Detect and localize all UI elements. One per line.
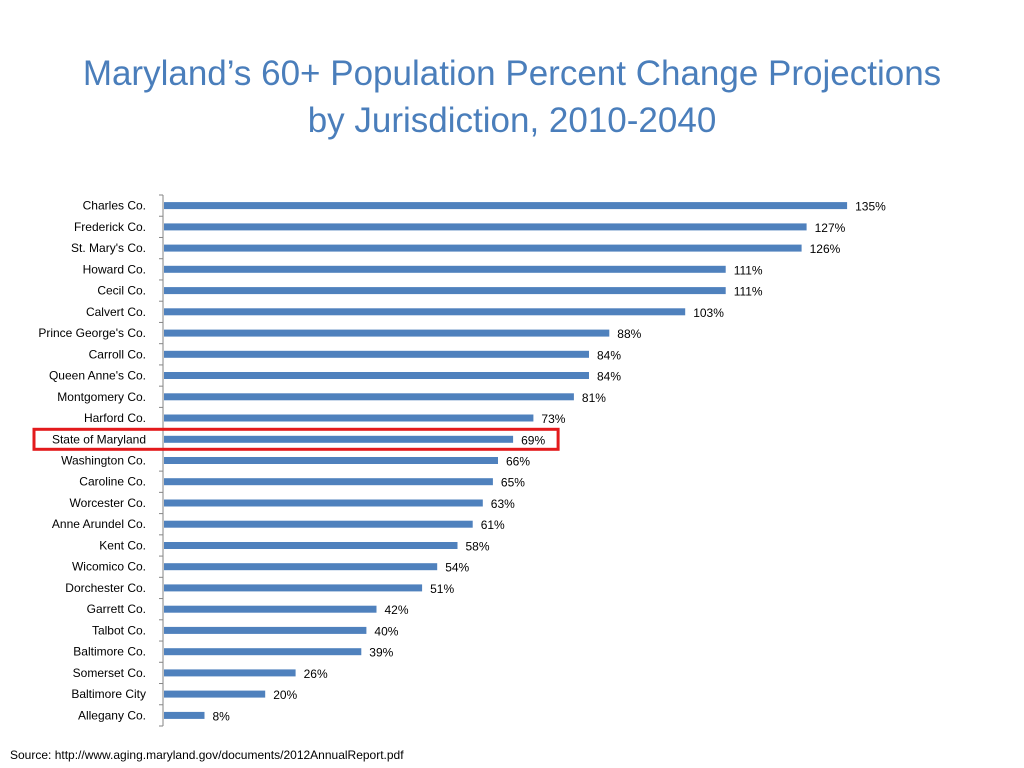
data-label: 81%: [582, 391, 606, 405]
category-label: Cecil Co.: [97, 284, 146, 298]
bar: [164, 372, 589, 379]
data-label: 61%: [481, 518, 505, 532]
data-label: 69%: [521, 433, 545, 447]
bar: [164, 669, 296, 677]
category-label: Worcester Co.: [70, 496, 146, 510]
category-label: Baltimore Co.: [73, 645, 146, 659]
bar: [164, 223, 807, 231]
bar: [164, 563, 438, 571]
data-label: 135%: [855, 200, 886, 214]
category-label: Caroline Co.: [79, 475, 146, 489]
category-label: Washington Co.: [61, 454, 146, 468]
data-label: 20%: [273, 688, 297, 702]
data-label: 65%: [501, 476, 525, 490]
category-label: Baltimore City: [71, 687, 146, 701]
chart-title-line-2: by Jurisdiction, 2010-2040: [307, 101, 717, 140]
bar: [164, 542, 458, 549]
data-label: 111%: [734, 263, 763, 277]
data-label: 51%: [430, 582, 454, 596]
data-label: 39%: [369, 646, 393, 660]
data-label: 58%: [466, 540, 490, 554]
data-label: 40%: [374, 624, 398, 638]
data-label: 63%: [491, 497, 515, 511]
bar: [164, 265, 726, 273]
category-label: St. Mary's Co.: [71, 241, 146, 255]
data-label: 42%: [385, 603, 409, 617]
data-label: 127%: [815, 221, 846, 235]
bar: [164, 690, 266, 698]
bar: [164, 350, 589, 358]
category-label: Harford Co.: [84, 411, 146, 425]
bar: [164, 244, 802, 252]
category-label: Charles Co.: [83, 199, 146, 213]
bar: [164, 287, 726, 295]
category-label: Frederick Co.: [74, 220, 146, 234]
category-label: Calvert Co.: [86, 305, 146, 319]
category-label: Somerset Co.: [73, 666, 146, 680]
bar: [164, 626, 367, 634]
bar: [164, 605, 377, 613]
category-label: Dorchester Co.: [65, 581, 146, 595]
category-label: Queen Anne's Co.: [49, 369, 146, 383]
category-label: Prince George's Co.: [38, 326, 146, 340]
category-label: Montgomery Co.: [57, 390, 146, 404]
bar: [164, 499, 483, 507]
bar: [164, 648, 362, 656]
bar: [164, 478, 493, 486]
data-label: 26%: [304, 667, 328, 681]
category-label: Kent Co.: [99, 539, 146, 553]
bar: [164, 414, 534, 422]
category-label: Garrett Co.: [87, 602, 146, 616]
category-label: Allegany Co.: [78, 708, 146, 722]
bar: [164, 393, 574, 401]
data-label: 84%: [597, 370, 621, 384]
category-label: Wicomico Co.: [72, 560, 146, 574]
bar: [164, 520, 473, 528]
bar: [164, 711, 205, 719]
bar: [164, 202, 848, 210]
source-citation: Source: http://www.aging.maryland.gov/do…: [10, 748, 404, 762]
bar: [164, 329, 610, 337]
data-label: 66%: [506, 455, 530, 469]
category-label: Anne Arundel Co.: [52, 517, 146, 531]
bar: [164, 584, 423, 592]
category-label: Howard Co.: [83, 262, 146, 276]
data-label: 88%: [617, 327, 641, 341]
category-label: Talbot Co.: [92, 623, 146, 637]
chart-title: Maryland’s 60+ Population Percent Change…: [0, 50, 1024, 144]
bar: [164, 435, 514, 443]
highlight-box: [32, 427, 560, 451]
data-label: 103%: [693, 306, 724, 320]
category-label: Carroll Co.: [89, 347, 146, 361]
category-label: State of Maryland: [52, 432, 146, 446]
data-label: 84%: [597, 348, 621, 362]
bar: [164, 308, 686, 316]
data-label: 111%: [734, 285, 763, 299]
data-label: 8%: [213, 709, 231, 723]
data-label: 54%: [445, 561, 469, 575]
data-label: 126%: [810, 242, 841, 256]
data-label: 73%: [541, 412, 565, 426]
chart-title-line-1: Maryland’s 60+ Population Percent Change…: [82, 54, 942, 93]
bar: [164, 457, 498, 464]
